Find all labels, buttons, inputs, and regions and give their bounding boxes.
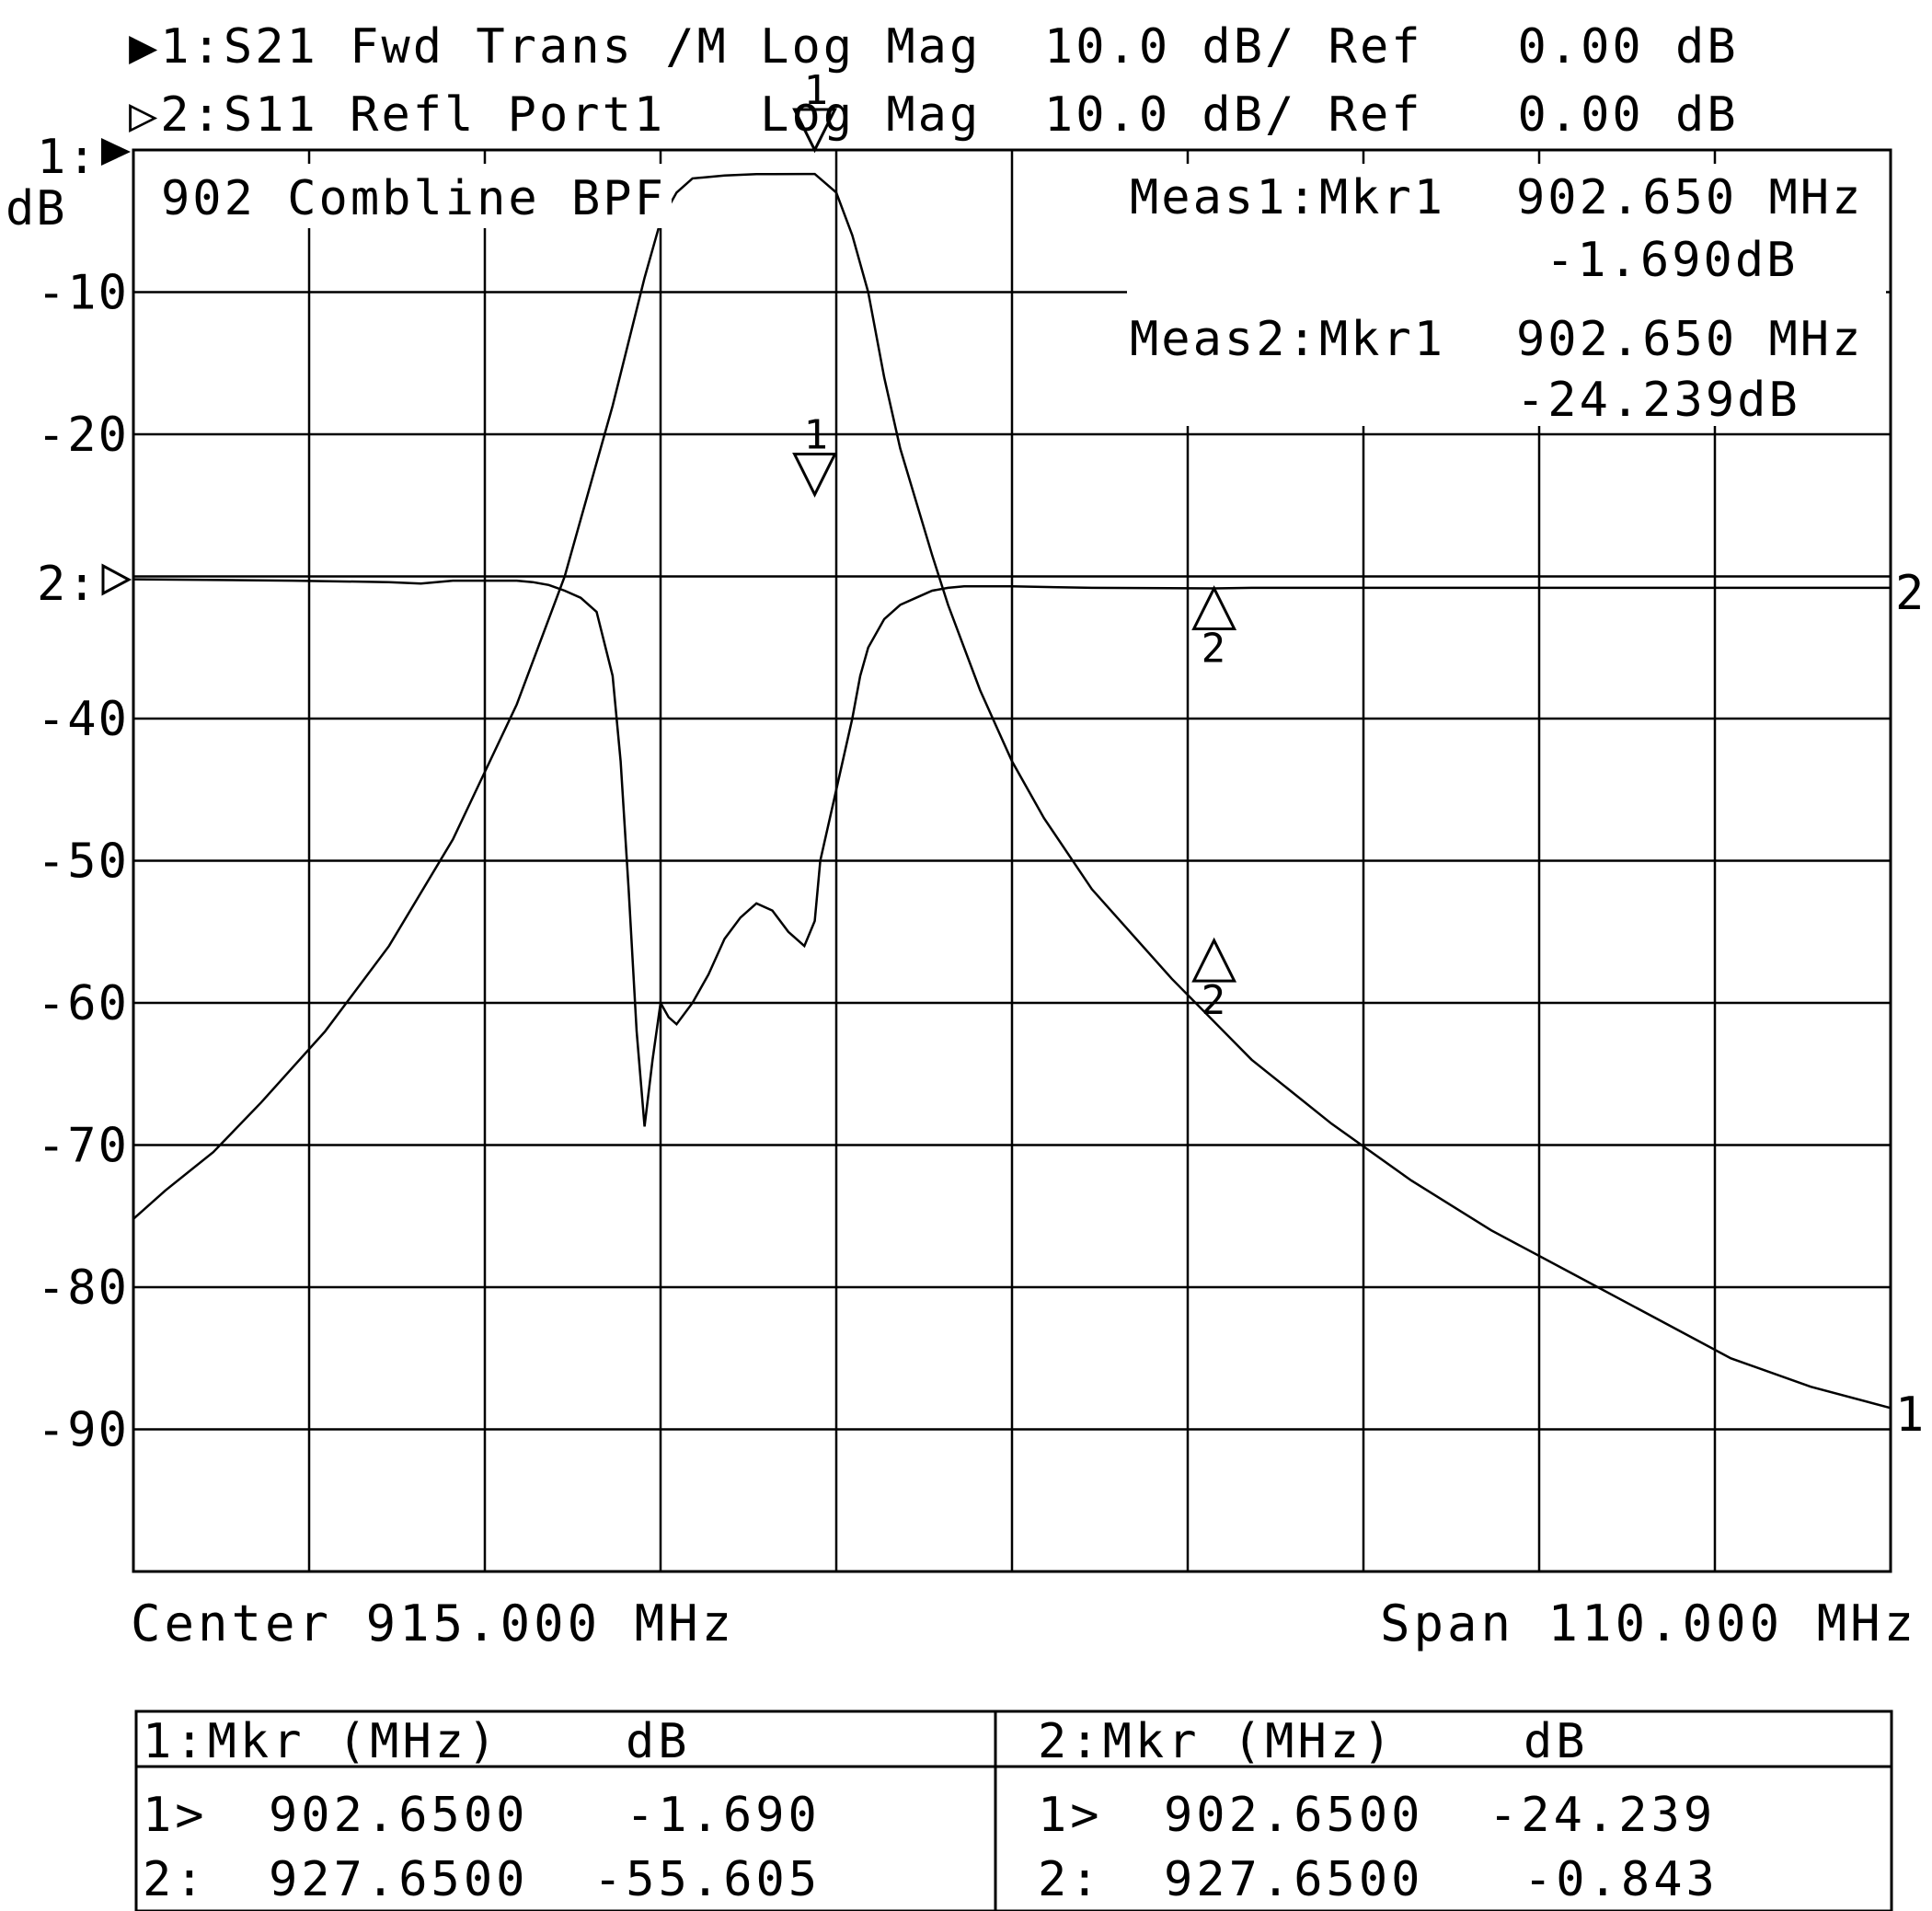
left-header-mkr: 1:Mkr (MHz): [143, 1714, 500, 1769]
markers: 1 2 1 2: [792, 67, 1237, 1024]
meas2-value: -24.239dB: [1516, 373, 1800, 428]
trace2-marker1-icon: [792, 452, 837, 498]
trace1-header[interactable]: ▶1:S21 Fwd Trans /M Log Mag 10.0 dB/ Ref…: [129, 19, 1739, 75]
chart-title: 902 Combline BPF: [161, 171, 666, 226]
marker-table: 1:Mkr (MHz) dB 2:Mkr (MHz) dB 1> 902.650…: [134, 1710, 1893, 1911]
span-frequency[interactable]: Span 110.000 MHz: [1380, 1594, 1917, 1652]
meas1-value: -1.690dB: [1546, 233, 1798, 288]
trace2-marker2-icon: [1191, 585, 1237, 630]
trace1-marker1-icon: [792, 108, 837, 154]
trace1-s21-line: [132, 172, 1892, 1410]
plot-frame: [132, 148, 1892, 1573]
trace2-marker2-label: 2: [1202, 625, 1226, 672]
right-header-db: dB: [1524, 1714, 1589, 1769]
title-backdrop: [156, 164, 672, 228]
y-tick-label: -60: [37, 976, 129, 1031]
trace1-end-label: 1: [1895, 1387, 1926, 1443]
meas1-label: Meas1:Mkr1: [1130, 170, 1445, 225]
center-frequency[interactable]: Center 915.000 MHz: [131, 1594, 735, 1652]
left-row2-db: -55.605: [593, 1852, 821, 1907]
trace2-header[interactable]: ▷2:S11 Refl Port1 Log Mag 10.0 dB/ Ref 0…: [129, 87, 1739, 143]
trace2-ref-label: 2:: [37, 557, 98, 612]
right-row1-freq: 902.6500: [1164, 1788, 1423, 1843]
trace2-marker1-label: 1: [804, 411, 829, 458]
y-tick-labels: -10 -20 -40 -50 -60 -70 -80 -90: [37, 266, 129, 1458]
marker-table-frame: [134, 1710, 1893, 1911]
y-tick-label: -10: [37, 266, 129, 321]
trace1-ref-label: 1:: [37, 130, 98, 185]
left-row2-freq: 927.6500: [269, 1852, 528, 1907]
y-tick-label: -80: [37, 1261, 129, 1316]
meas-backdrop: [1127, 164, 1886, 426]
left-row1-db: -1.690: [626, 1788, 821, 1843]
right-row1-id: 1>: [1038, 1788, 1103, 1843]
y-tick-label: -70: [37, 1119, 129, 1174]
right-row1-db: -24.239: [1489, 1788, 1716, 1843]
trace1-marker2-icon: [1191, 937, 1237, 983]
trace2-ref-arrow-icon: [101, 563, 132, 596]
y-tick-label: -90: [37, 1403, 129, 1458]
meas2-label: Meas2:Mkr1: [1130, 312, 1445, 367]
trace2-end-label: 2: [1895, 566, 1926, 621]
meas2-freq: 902.650 MHz: [1516, 312, 1863, 367]
trace1-marker2-label: 2: [1202, 977, 1226, 1024]
right-header-mkr: 2:Mkr (MHz): [1038, 1714, 1395, 1769]
right-row2-id: 2:: [1038, 1852, 1103, 1907]
left-row1-id: 1>: [143, 1788, 208, 1843]
y-tick-label: -20: [37, 408, 129, 463]
y-tick-label: -50: [37, 835, 129, 890]
unit-label: dB: [6, 181, 67, 236]
left-row1-freq: 902.6500: [269, 1788, 528, 1843]
meas1-freq: 902.650 MHz: [1516, 170, 1863, 225]
trace1-ref-arrow-icon: [101, 138, 131, 166]
right-row2-freq: 927.6500: [1164, 1852, 1423, 1907]
trace2-s11-line: [132, 578, 1891, 1127]
right-row2-db: -0.843: [1524, 1852, 1719, 1907]
y-tick-label: -40: [37, 692, 129, 747]
trace1-marker1-label: 1: [804, 67, 829, 114]
left-row2-id: 2:: [143, 1852, 208, 1907]
left-header-db: dB: [626, 1714, 691, 1769]
